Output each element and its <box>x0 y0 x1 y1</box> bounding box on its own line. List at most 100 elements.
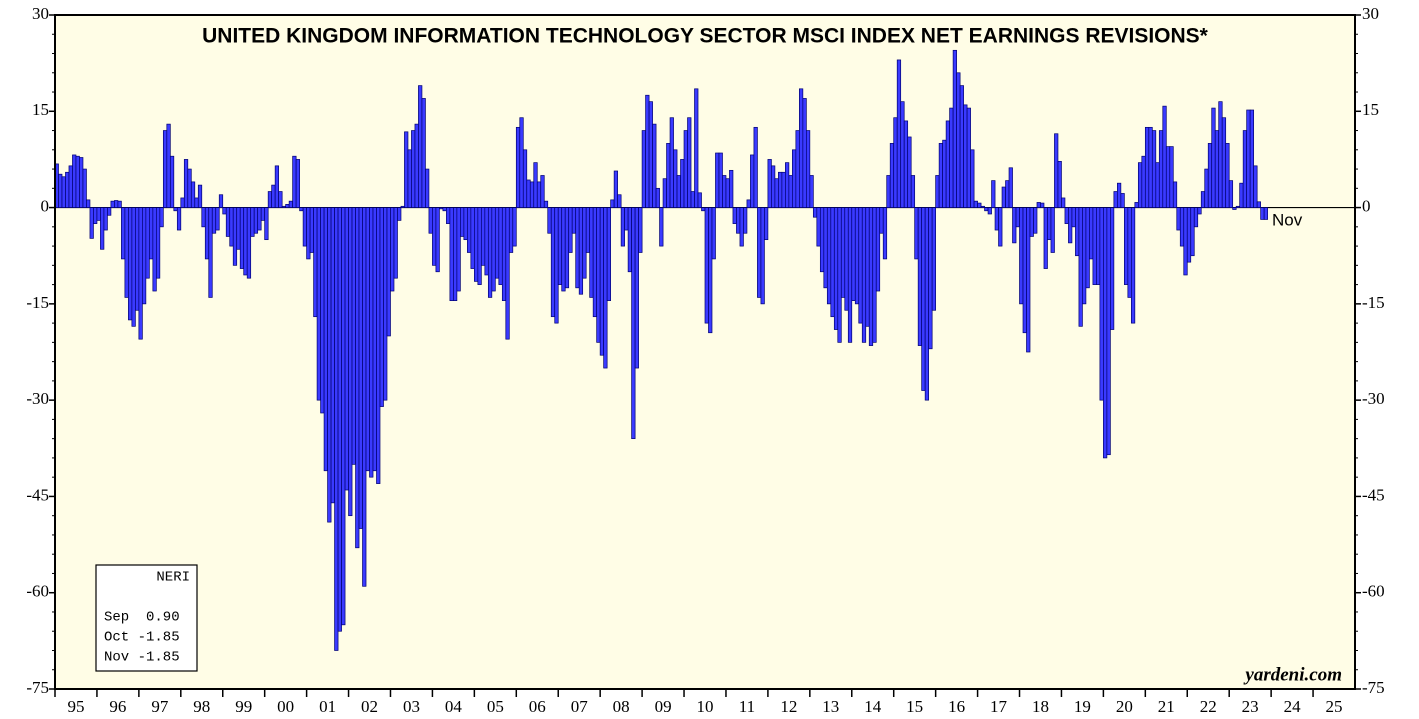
bar <box>460 207 465 237</box>
bar <box>1144 126 1150 208</box>
bar <box>889 143 895 208</box>
bar <box>519 117 524 208</box>
bar <box>1200 191 1206 208</box>
bar <box>840 207 846 298</box>
bar <box>58 173 63 208</box>
bar <box>1075 207 1080 257</box>
bar <box>456 207 461 292</box>
x-tick-label: 20 <box>1116 697 1133 716</box>
bar <box>585 207 591 253</box>
bar <box>131 207 136 327</box>
bar <box>526 179 531 208</box>
bar <box>879 207 884 234</box>
bar <box>617 194 622 208</box>
bar <box>771 165 776 208</box>
bar <box>299 207 304 212</box>
bar <box>1057 161 1062 208</box>
bar <box>288 200 293 208</box>
bar <box>1165 146 1171 208</box>
bar <box>79 157 84 208</box>
bar <box>128 207 133 321</box>
bar <box>1169 146 1174 208</box>
bar <box>236 207 241 250</box>
bar <box>599 207 605 356</box>
bar <box>183 159 189 208</box>
x-tick-label: 09 <box>655 697 672 716</box>
bar <box>673 149 678 208</box>
bar <box>575 207 580 289</box>
bar <box>281 205 286 208</box>
bar <box>1130 207 1136 324</box>
bar <box>928 207 933 350</box>
x-tick-label: 22 <box>1200 697 1217 716</box>
bar <box>987 207 992 215</box>
x-tick-label: 24 <box>1284 697 1302 716</box>
x-tick-label: 17 <box>990 697 1008 716</box>
bar <box>68 165 73 208</box>
bar <box>1099 207 1104 401</box>
bar <box>1137 162 1143 208</box>
bar <box>743 207 748 234</box>
bar <box>1078 207 1083 327</box>
bar <box>173 207 178 212</box>
bar <box>355 207 360 549</box>
bar <box>1106 207 1111 456</box>
bar <box>722 175 727 208</box>
bar <box>952 49 957 208</box>
bar <box>931 207 936 311</box>
bar <box>792 149 797 208</box>
bar <box>1193 207 1199 228</box>
y-tick-label: -15 <box>26 293 49 312</box>
bar <box>571 207 577 234</box>
bar <box>1036 202 1041 208</box>
bar <box>1001 186 1006 208</box>
bar <box>812 207 818 218</box>
bar <box>543 200 549 208</box>
bar <box>564 207 570 289</box>
bar <box>383 207 388 401</box>
bar <box>1228 180 1234 208</box>
bar <box>166 123 171 208</box>
bar <box>959 85 964 208</box>
bar <box>603 207 608 369</box>
x-tick-label: 97 <box>151 697 169 716</box>
bar <box>278 191 283 208</box>
bar <box>1186 207 1192 263</box>
bar <box>386 207 391 337</box>
bar <box>652 123 657 208</box>
bar <box>554 207 559 324</box>
bar <box>1134 202 1139 208</box>
bar <box>805 130 811 208</box>
bar <box>718 152 723 208</box>
x-tick-label: 01 <box>319 697 336 716</box>
bar <box>1197 207 1202 215</box>
bar <box>547 207 552 234</box>
bar <box>1207 143 1213 208</box>
bar <box>893 117 898 208</box>
y-tick-label: -15 <box>1362 293 1385 312</box>
bar <box>470 207 475 269</box>
bar <box>1148 126 1153 208</box>
bar <box>204 207 210 260</box>
bar <box>1263 207 1268 220</box>
x-tick-label: 06 <box>529 697 546 716</box>
x-tick-label: 18 <box>1032 697 1049 716</box>
bar <box>823 207 828 289</box>
bar <box>96 207 101 221</box>
bar <box>764 207 769 241</box>
y-tick-label: -60 <box>26 582 49 601</box>
bar <box>218 194 224 208</box>
bar <box>729 169 734 208</box>
x-tick-label: 08 <box>613 697 630 716</box>
bar <box>1085 207 1090 289</box>
bar <box>945 120 950 208</box>
bar <box>1253 165 1258 208</box>
legend-row: Sep 0.90 <box>104 610 180 626</box>
bar <box>886 175 891 208</box>
bar <box>785 162 790 208</box>
bar <box>494 207 500 279</box>
bar <box>816 207 821 247</box>
bar <box>176 207 182 231</box>
bar <box>757 207 762 298</box>
x-tick-label: 21 <box>1158 697 1175 716</box>
